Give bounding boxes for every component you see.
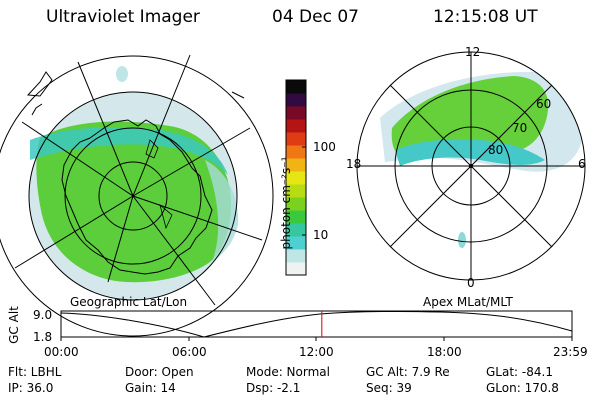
time-tick-0000: 00:00: [44, 345, 79, 359]
mlat-label-70: 70: [512, 121, 528, 135]
colorbar-band: [286, 262, 306, 276]
colorbar-band: [286, 119, 306, 133]
aurora-edge-right-left: [205, 160, 239, 262]
colorbar: [285, 79, 307, 276]
mlt-label-12: 12: [465, 45, 481, 59]
colorbar-band: [286, 197, 306, 211]
time-tick-1200: 12:00: [299, 345, 334, 359]
time-tick-1800: 18:00: [427, 345, 462, 359]
altitude-tick-high: 9.0: [33, 308, 53, 322]
colorbar-tick-100: 100: [313, 140, 336, 154]
mlt-label-6: 6: [578, 157, 586, 171]
info-ip: IP: 36.0: [8, 381, 54, 395]
info-gc-alt: GC Alt: 7.9 Re: [366, 365, 450, 379]
time-label: 12:15:08 UT: [433, 7, 538, 27]
colorbar-band: [286, 132, 306, 146]
colorbar-band: [286, 171, 306, 185]
colorbar-band: [286, 184, 306, 198]
mlt-label-18: 18: [346, 157, 362, 171]
colorbar-band: [286, 106, 306, 120]
mlat-label-80: 80: [488, 143, 504, 157]
aurora-cyan-band-left: [30, 127, 228, 175]
colorbar-band: [286, 223, 306, 237]
colorbar-band: [286, 80, 306, 94]
geographic-caption: Geographic Lat/Lon: [70, 295, 188, 309]
colorbar-unit-label: photon cm⁻²s⁻¹: [279, 156, 293, 250]
date-label: 04 Dec 07: [272, 7, 359, 27]
aurora-emission-right: [391, 76, 549, 159]
colorbar-band: [286, 236, 306, 250]
info-glon: GLon: 170.8: [486, 381, 559, 395]
aurora-blob-top: [116, 66, 128, 82]
aurora-cyan-band-right: [395, 139, 545, 166]
colorbar-band: [286, 145, 306, 159]
altitude-ylabel: GC Alt: [7, 306, 21, 344]
instrument-title: Ultraviolet Imager: [46, 7, 200, 27]
antarctica-coastline: [61, 119, 213, 275]
info-door: Door: Open: [125, 365, 194, 379]
coast-fragment-nw: [26, 71, 53, 97]
apex-map: [356, 51, 586, 281]
mlt-label-0: 0: [467, 276, 475, 290]
mlat-label-60: 60: [536, 97, 552, 111]
colorbar-tick-10: 10: [313, 228, 329, 242]
altitude-plot: [60, 310, 573, 341]
time-tick-2359: 23:59: [553, 345, 588, 359]
info-mode: Mode: Normal: [246, 365, 330, 379]
colorbar-band: [286, 249, 306, 263]
colorbar-band: [286, 210, 306, 224]
apex-caption: Apex MLat/MLT: [423, 295, 513, 309]
info-gain: Gain: 14: [125, 381, 176, 395]
info-glat: GLat: -84.1: [486, 365, 553, 379]
colorbar-band: [286, 158, 306, 172]
geographic-map: [0, 54, 274, 337]
info-dsp: Dsp: -2.1: [246, 381, 301, 395]
time-tick-0600: 06:00: [172, 345, 207, 359]
colorbar-band: [286, 93, 306, 107]
info-filter: Flt: LBHL: [8, 365, 62, 379]
info-seq: Seq: 39: [366, 381, 412, 395]
altitude-curve: [60, 310, 573, 338]
altitude-tick-low: 1.8: [33, 330, 53, 344]
